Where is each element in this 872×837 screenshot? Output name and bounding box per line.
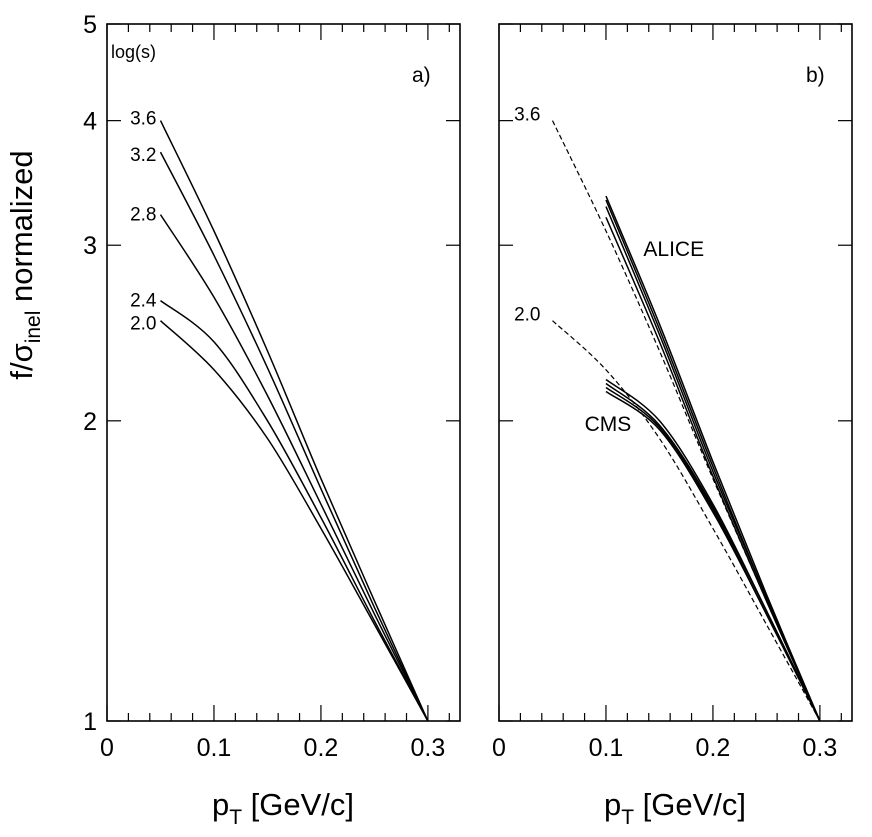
y-axis-title-rest: normalized — [4, 150, 39, 310]
panel-b-x-axis-title-rest: [GeV/c] — [634, 787, 746, 822]
x-tick-label: 0.1 — [197, 734, 232, 762]
panel-b-annotations: ALICE CMS — [585, 238, 705, 436]
series-cms-2-curve — [605, 382, 821, 722]
series-alice-1-curve — [605, 195, 821, 722]
panel-a-frame — [106, 23, 461, 722]
panel-b-x-axis-title-sub: T — [621, 806, 634, 829]
panel-a-curves — [159, 120, 429, 722]
series-2.0-curve — [552, 320, 821, 722]
panel-a-x-axis-title-sub: T — [229, 806, 242, 829]
y-axis-title-sub: inel — [22, 311, 45, 344]
y-axis-title: f/σinel normalized — [4, 150, 45, 379]
panel-b: 0 0.1 0.2 0.3 3.6 2.0 ALICE CMS b) pT [GeV/c] — [492, 23, 853, 829]
x-tick-label: 0 — [100, 734, 114, 762]
panel-b-ticks — [498, 23, 852, 722]
panel-a-label: a) — [412, 64, 431, 87]
y-tick-label: 2 — [83, 408, 97, 436]
x-tick-label: 0.1 — [589, 734, 624, 762]
series-label-2-0: 2.0 — [130, 314, 156, 335]
panel-a-ticks — [106, 23, 460, 722]
series-label-3-6: 3.6 — [130, 109, 156, 130]
panel-a-y-tick-labels: 1 2 3 4 5 — [83, 11, 97, 736]
series-3.6-curve — [159, 120, 429, 722]
panel-b-label: b) — [806, 64, 825, 87]
panel-a-curve-labels: 3.6 3.2 2.8 2.42.0 — [130, 109, 157, 335]
series-2.4-curve — [160, 300, 429, 722]
series-alice-3-curve — [605, 206, 821, 722]
series-3.6-curve — [551, 120, 821, 722]
x-tick-label: 0 — [492, 734, 506, 762]
panel-b-x-axis-title: pT [GeV/c] — [604, 787, 746, 829]
x-tick-label: 0.2 — [696, 734, 731, 762]
panel-b-x-tick-labels: 0 0.1 0.2 0.3 — [492, 734, 837, 762]
x-tick-label: 0.3 — [411, 734, 446, 762]
series-cms-1-curve — [605, 378, 821, 722]
panel-a-x-tick-labels: 0 0.1 0.2 0.3 — [100, 734, 445, 762]
series-label-3-2: 3.2 — [130, 145, 156, 166]
series-label-3-6: 3.6 — [514, 105, 540, 126]
y-tick-label: 4 — [83, 108, 97, 136]
series-label-2-0: 2.0 — [514, 305, 540, 326]
series-label-2-4: 2.4 — [130, 291, 157, 312]
series-2.8-curve — [159, 214, 429, 722]
panel-a-x-axis-title: pT [GeV/c] — [212, 787, 354, 829]
panel-a-x-axis-title-rest: [GeV/c] — [242, 787, 354, 822]
series-cms-4-curve — [605, 390, 821, 722]
panel-b-curve-labels: 3.6 2.0 — [514, 105, 540, 326]
x-tick-label: 0.3 — [803, 734, 838, 762]
series-label-2-8: 2.8 — [130, 205, 156, 226]
panel-b-frame — [498, 23, 853, 722]
panel-b-curves — [551, 120, 821, 722]
series-cms-3-curve — [605, 386, 821, 722]
y-tick-label: 1 — [83, 708, 97, 736]
x-tick-label: 0.2 — [304, 734, 339, 762]
annotation-alice: ALICE — [643, 238, 704, 261]
series-alice-4-curve — [605, 217, 821, 722]
panel-b-x-axis-title-main: p — [604, 787, 621, 822]
series-3.2-curve — [159, 151, 429, 722]
annotation-cms: CMS — [585, 413, 632, 436]
y-axis-title-main: f/σ — [4, 343, 39, 379]
panel-a-x-axis-title-main: p — [212, 787, 229, 822]
panel-a-legend-title: log(s) — [111, 42, 156, 62]
y-tick-label: 3 — [83, 232, 97, 260]
series-2.0-curve — [159, 320, 429, 722]
y-tick-label: 5 — [83, 11, 97, 39]
